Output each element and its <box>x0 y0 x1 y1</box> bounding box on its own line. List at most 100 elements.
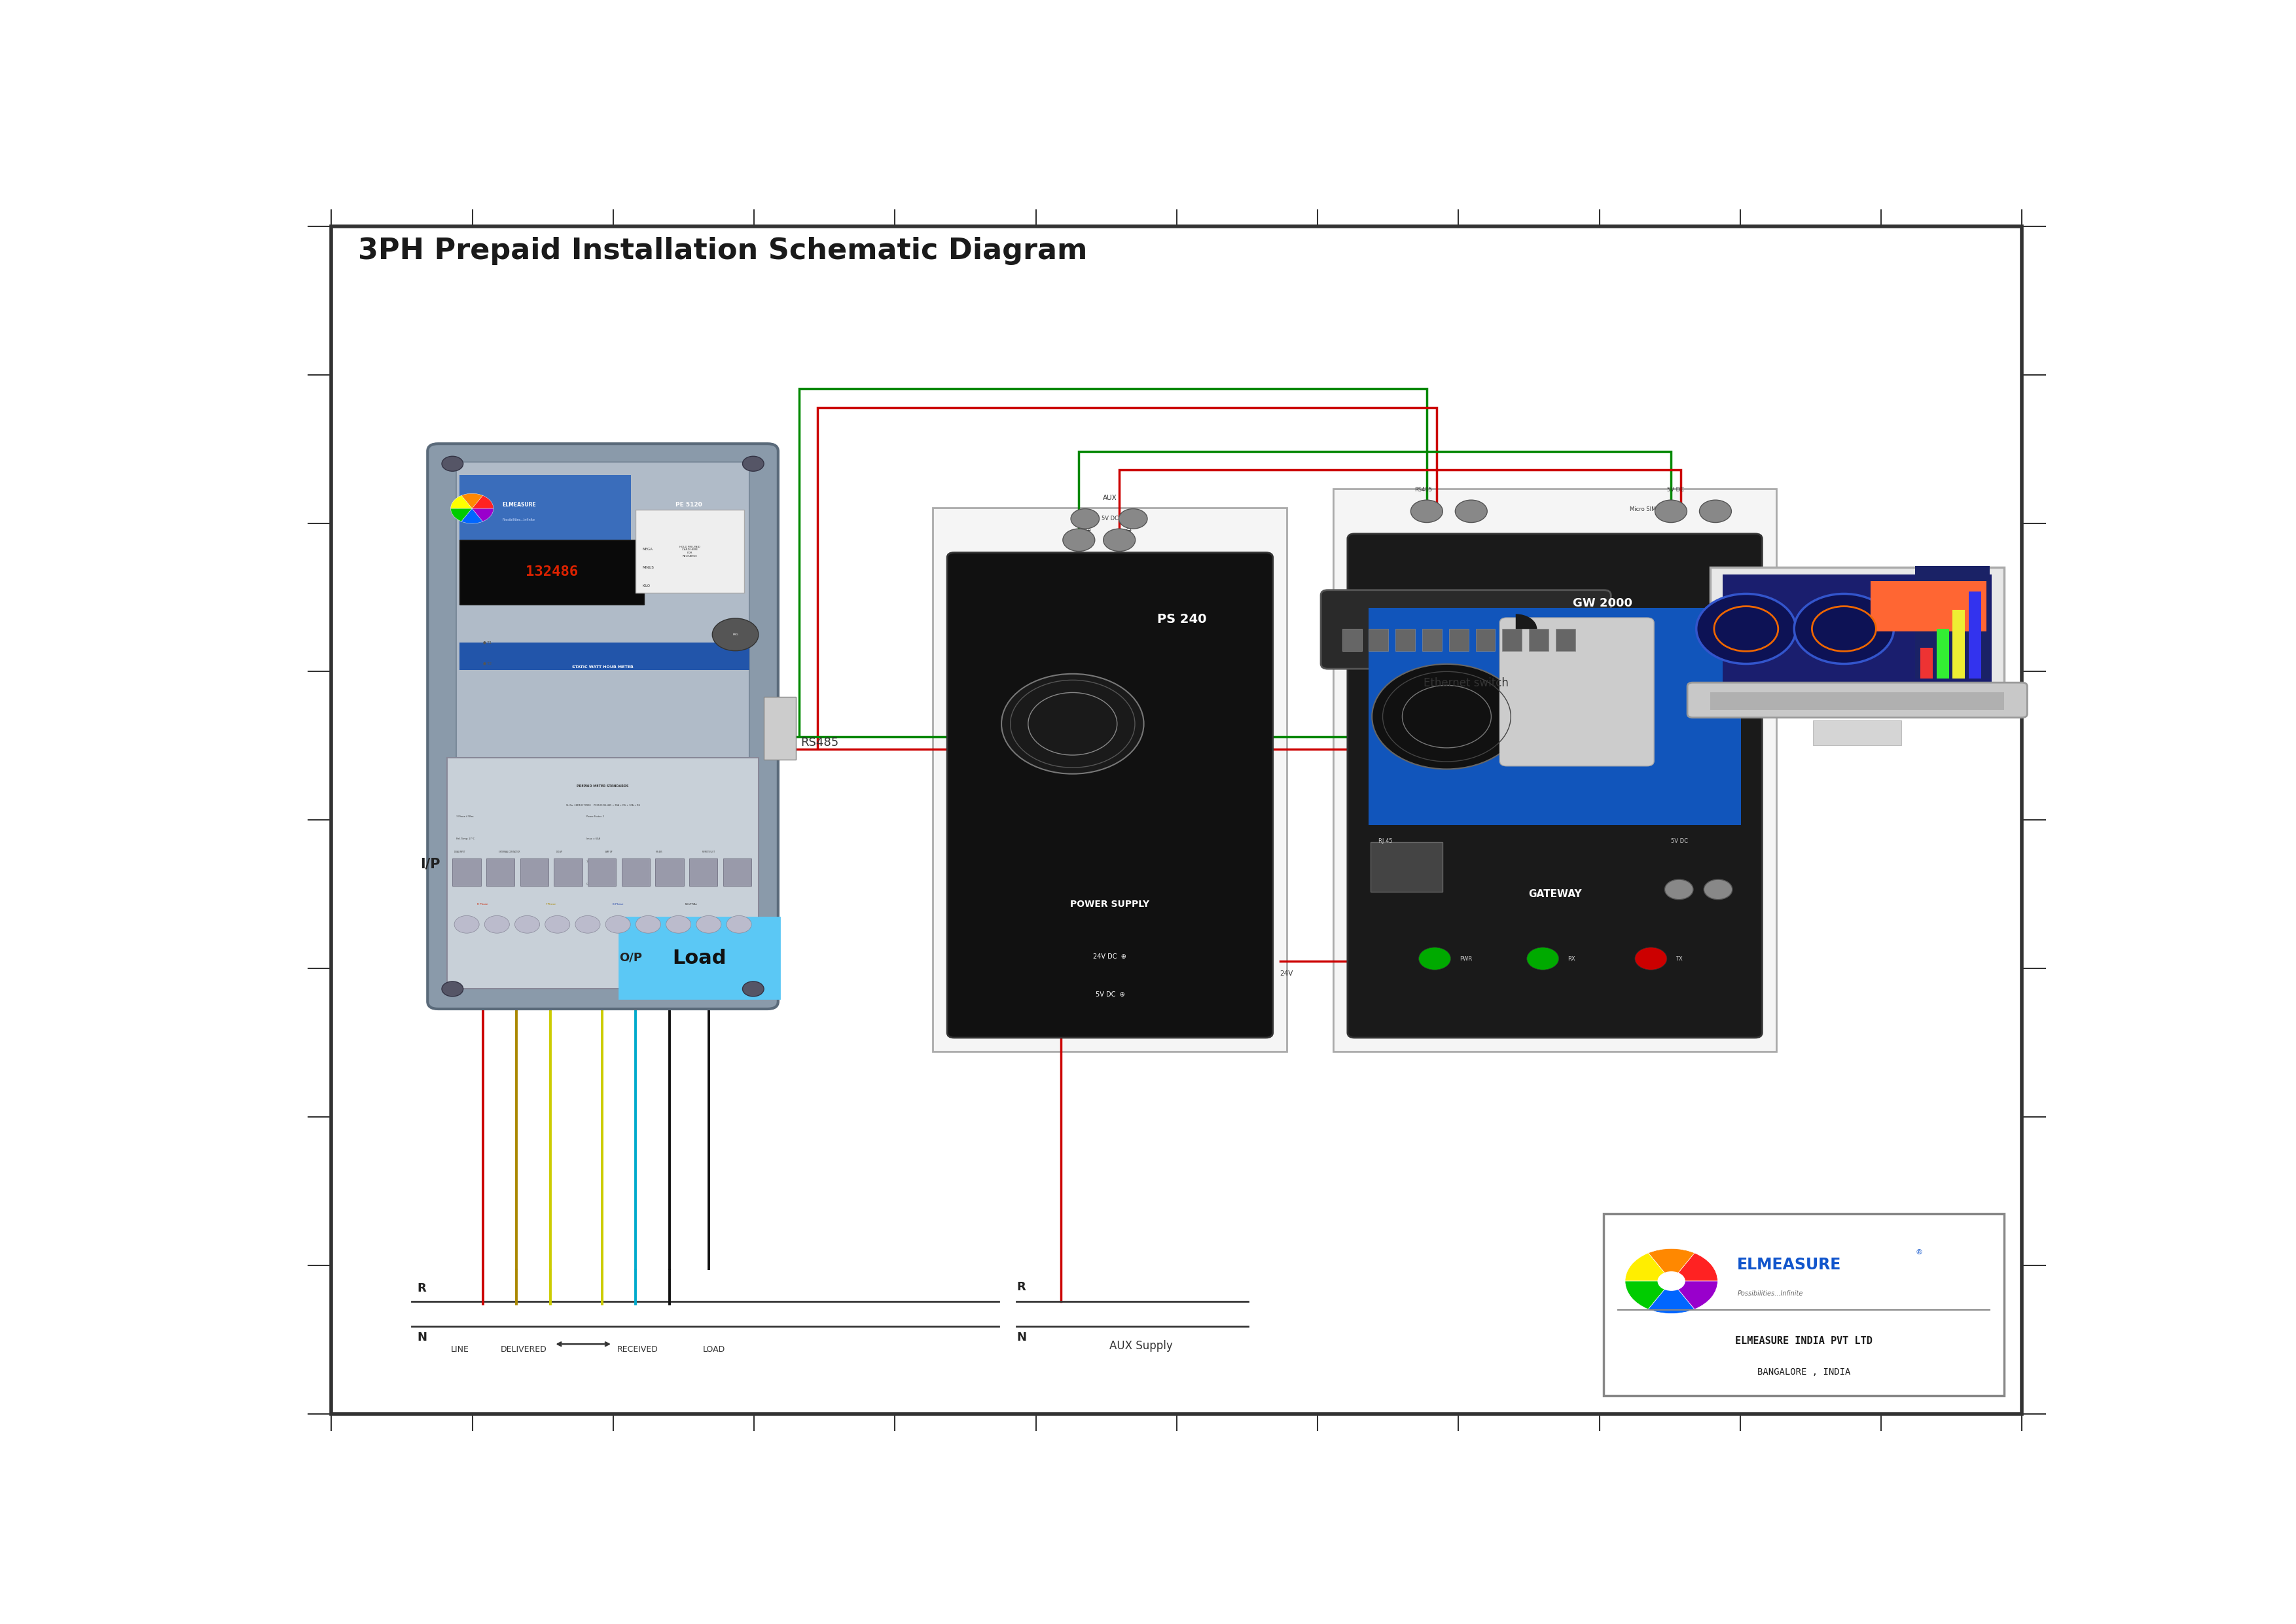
Bar <box>622 859 650 887</box>
Circle shape <box>742 981 765 997</box>
Text: HOLD PRE-PAID
CARD HERE
FOR
RECHARGE: HOLD PRE-PAID CARD HERE FOR RECHARGE <box>680 546 700 557</box>
Text: ⊖: ⊖ <box>1125 528 1132 534</box>
Bar <box>1711 692 2004 710</box>
Wedge shape <box>473 508 494 521</box>
Bar <box>1952 611 1965 679</box>
Text: SL No. LBD10177808    PS5120 RS-485 + MIA + DS + 10A + RU: SL No. LBD10177808 PS5120 RS-485 + MIA +… <box>565 804 641 807</box>
Text: R: R <box>1017 1281 1026 1293</box>
Text: 24V: 24V <box>1279 971 1293 978</box>
Circle shape <box>636 916 661 934</box>
Bar <box>1449 628 1469 651</box>
Wedge shape <box>473 495 494 508</box>
Text: ELMEASURE INDIA PVT LTD: ELMEASURE INDIA PVT LTD <box>1736 1337 1874 1346</box>
Circle shape <box>1697 594 1795 664</box>
Circle shape <box>484 916 510 934</box>
Circle shape <box>1118 508 1148 529</box>
Text: 3 Phase 4 Wire,: 3 Phase 4 Wire, <box>457 815 473 818</box>
Circle shape <box>712 619 758 651</box>
Bar <box>1711 567 2004 702</box>
Bar <box>932 507 1288 1051</box>
Text: O/P: O/P <box>620 952 643 963</box>
Text: CEC = 61036: CEC = 61036 <box>585 883 602 885</box>
Text: NEUTRAL: NEUTRAL <box>684 903 698 906</box>
Text: Power Factor: 1: Power Factor: 1 <box>585 815 604 818</box>
Text: MINUS: MINUS <box>643 565 654 570</box>
Bar <box>1915 567 1991 679</box>
Wedge shape <box>1626 1281 1671 1309</box>
Text: Load: Load <box>673 948 726 968</box>
Text: AUX Supply: AUX Supply <box>1109 1340 1173 1351</box>
Text: BANGALORE , INDIA: BANGALORE , INDIA <box>1756 1367 1851 1377</box>
Wedge shape <box>450 495 473 508</box>
Bar <box>459 643 748 671</box>
Wedge shape <box>461 508 482 523</box>
Text: RS485: RS485 <box>801 737 838 749</box>
Circle shape <box>1527 947 1559 970</box>
Text: AUX: AUX <box>1102 495 1118 502</box>
Text: RS485: RS485 <box>1414 487 1433 492</box>
Bar <box>1334 489 1777 1051</box>
Circle shape <box>1001 674 1143 775</box>
Text: ELMEASURE: ELMEASURE <box>503 502 537 508</box>
Bar <box>689 859 719 887</box>
Circle shape <box>696 916 721 934</box>
Text: Ethernet switch: Ethernet switch <box>1424 677 1508 689</box>
Text: Y Phase: Y Phase <box>544 903 556 906</box>
Bar <box>1919 648 1933 679</box>
FancyBboxPatch shape <box>427 443 778 1009</box>
Circle shape <box>544 916 569 934</box>
Bar <box>1371 841 1442 892</box>
Text: 132486: 132486 <box>526 565 579 578</box>
Text: 5V DC: 5V DC <box>1667 487 1683 492</box>
Text: Possibilities...Infinite: Possibilities...Infinite <box>1738 1291 1802 1298</box>
Text: PRG: PRG <box>732 633 739 637</box>
Text: N: N <box>1017 1332 1026 1343</box>
Text: PS 240: PS 240 <box>1157 614 1205 625</box>
Bar <box>457 463 748 760</box>
Text: AMP UP: AMP UP <box>606 851 613 854</box>
Text: Ref. Temp: 27°C: Ref. Temp: 27°C <box>457 838 475 840</box>
FancyBboxPatch shape <box>1320 590 1612 669</box>
Circle shape <box>1793 594 1894 664</box>
Circle shape <box>1658 1272 1685 1291</box>
Circle shape <box>1704 880 1731 900</box>
Text: 1000 IMP/kWh: 1000 IMP/kWh <box>585 861 604 862</box>
Bar <box>487 859 514 887</box>
Bar <box>1871 581 1986 632</box>
Text: R Phase: R Phase <box>478 903 489 906</box>
Wedge shape <box>461 494 482 508</box>
Text: 415V, 50Hz: 415V, 50Hz <box>457 861 468 862</box>
Text: KILO: KILO <box>643 585 650 588</box>
Bar <box>452 859 480 887</box>
Circle shape <box>1715 606 1777 651</box>
Text: EXTERNAL CONTACTOR: EXTERNAL CONTACTOR <box>498 851 519 854</box>
Circle shape <box>455 916 480 934</box>
Text: REMOTE UNIT: REMOTE UNIT <box>703 851 714 854</box>
Bar <box>636 510 744 593</box>
Bar <box>654 859 684 887</box>
Text: Micro SIM: Micro SIM <box>1630 507 1655 513</box>
Circle shape <box>1373 664 1522 770</box>
Bar <box>448 758 758 989</box>
Circle shape <box>514 916 540 934</box>
Text: RX: RX <box>1568 955 1575 961</box>
Bar <box>1936 628 1949 679</box>
Circle shape <box>742 456 765 471</box>
Bar <box>1814 719 1901 745</box>
Text: 24V DC  ⊕: 24V DC ⊕ <box>1093 953 1127 960</box>
Bar <box>459 539 643 604</box>
Bar <box>1476 628 1495 651</box>
Circle shape <box>1063 529 1095 551</box>
Bar <box>1722 575 1991 692</box>
Text: MEGA: MEGA <box>643 547 652 551</box>
Circle shape <box>441 456 464 471</box>
Bar <box>723 859 751 887</box>
Circle shape <box>1655 500 1688 523</box>
Bar <box>1396 628 1414 651</box>
Text: RS 485: RS 485 <box>657 851 661 854</box>
Text: B Phase: B Phase <box>613 903 622 906</box>
Text: STATIC WATT HOUR METER: STATIC WATT HOUR METER <box>572 666 634 669</box>
Bar <box>1557 628 1575 651</box>
Text: PE 5120: PE 5120 <box>675 502 703 508</box>
Bar <box>1529 628 1548 651</box>
